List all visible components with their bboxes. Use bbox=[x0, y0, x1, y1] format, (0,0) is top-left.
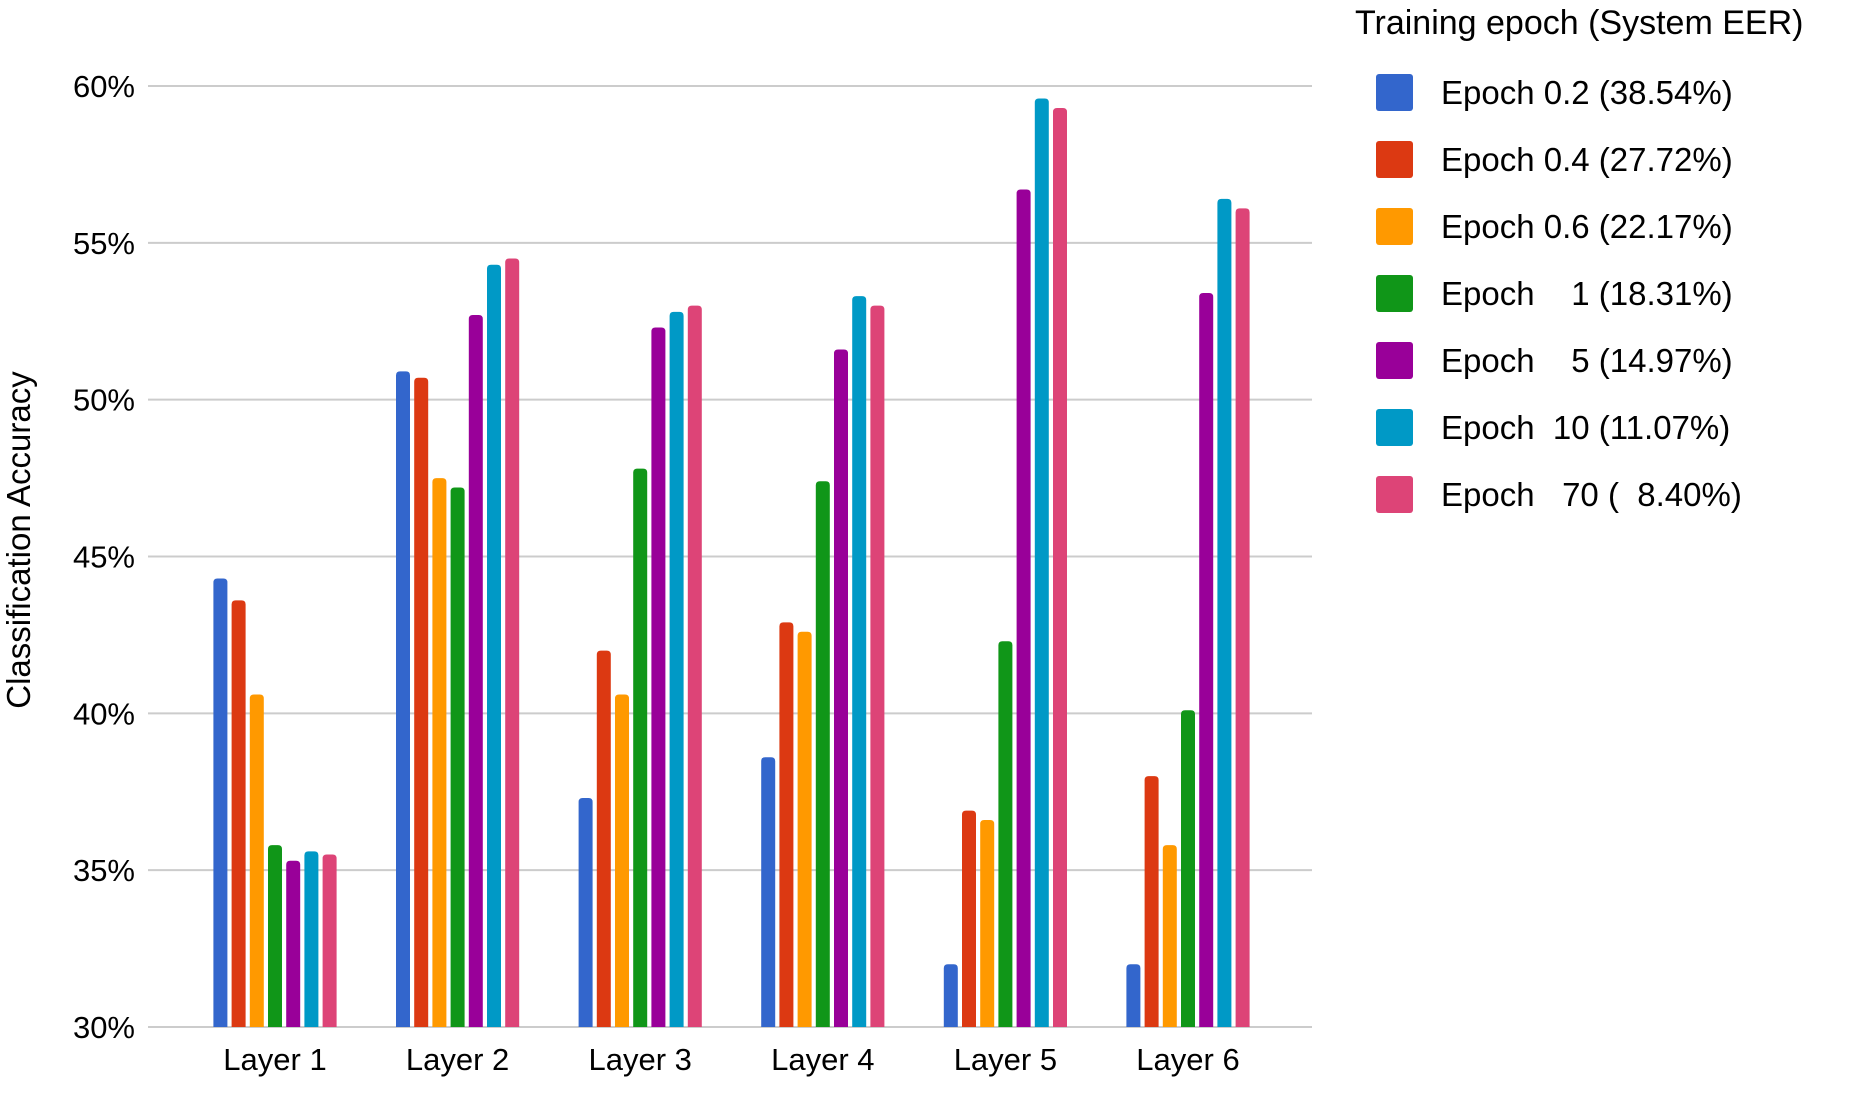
bar bbox=[761, 757, 776, 1027]
legend-swatch bbox=[1376, 208, 1413, 245]
bar bbox=[1144, 776, 1159, 1027]
bar bbox=[1162, 845, 1177, 1027]
y-axis-title: Classification Accuracy bbox=[0, 371, 37, 709]
bar bbox=[1217, 198, 1232, 1028]
bar bbox=[578, 798, 593, 1027]
legend-swatch bbox=[1376, 476, 1413, 513]
legend-item: Epoch 10 (11.07%) bbox=[1355, 394, 1850, 461]
x-axis-ticks: Layer 1 Layer 2 Layer 3 Layer 4 Layer 5 Layer… bbox=[223, 1042, 1239, 1077]
x-tick-label: Layer 4 bbox=[771, 1042, 874, 1077]
bar bbox=[1034, 98, 1049, 1027]
bar bbox=[1126, 964, 1141, 1027]
legend-swatch bbox=[1376, 409, 1413, 446]
bar bbox=[596, 650, 611, 1027]
bar bbox=[1181, 710, 1195, 1027]
y-tick-label: 55% bbox=[73, 226, 135, 261]
legend-label: Epoch 1 (18.31%) bbox=[1441, 274, 1733, 312]
legend-label: Epoch 10 (11.07%) bbox=[1441, 408, 1731, 446]
legend-item: Epoch 5 (14.97%) bbox=[1355, 327, 1850, 394]
bar bbox=[231, 600, 246, 1027]
bar bbox=[213, 578, 228, 1027]
legend-label: Epoch 0.4 (27.72%) bbox=[1441, 140, 1733, 178]
bar bbox=[1016, 189, 1031, 1027]
bar bbox=[414, 377, 429, 1028]
x-tick-label: Layer 5 bbox=[954, 1042, 1057, 1077]
y-tick-label: 35% bbox=[73, 853, 135, 888]
legend-swatch bbox=[1376, 141, 1413, 178]
legend-swatch bbox=[1376, 74, 1413, 111]
bar bbox=[687, 305, 702, 1028]
bar bbox=[943, 964, 958, 1027]
legend-item: Epoch 70 ( 8.40%) bbox=[1355, 461, 1850, 528]
y-tick-label: 45% bbox=[73, 540, 135, 575]
bar bbox=[834, 349, 848, 1028]
y-axis-ticks: 30% 35% 40% 45% 50% 55% 60% bbox=[73, 69, 135, 1045]
bar bbox=[980, 819, 995, 1027]
x-tick-label: Layer 2 bbox=[406, 1042, 509, 1077]
bar bbox=[304, 851, 319, 1027]
bar bbox=[615, 694, 629, 1027]
legend-item: Epoch 1 (18.31%) bbox=[1355, 260, 1850, 327]
bars bbox=[213, 98, 1250, 1028]
y-tick-label: 30% bbox=[73, 1010, 135, 1045]
bar bbox=[669, 311, 684, 1028]
legend-swatch bbox=[1376, 342, 1413, 379]
legend-title: Training epoch (System EER) bbox=[1355, 4, 1804, 42]
y-tick-label: 60% bbox=[73, 69, 135, 104]
legend-label: Epoch 0.2 (38.54%) bbox=[1441, 73, 1733, 111]
legend: Training epoch (System EER) Epoch 0.2 (3… bbox=[1355, 4, 1850, 528]
bar bbox=[651, 327, 666, 1028]
y-tick-label: 50% bbox=[73, 383, 135, 418]
x-tick-label: Layer 1 bbox=[223, 1042, 326, 1077]
bar bbox=[815, 481, 830, 1028]
bar bbox=[286, 860, 301, 1027]
bar bbox=[396, 371, 410, 1028]
bar bbox=[852, 296, 867, 1027]
legend-swatch bbox=[1376, 275, 1413, 312]
bar bbox=[505, 258, 520, 1027]
x-tick-label: Layer 3 bbox=[588, 1042, 691, 1077]
legend-item: Epoch 0.2 (38.54%) bbox=[1355, 59, 1850, 126]
bar bbox=[1199, 293, 1214, 1027]
bar bbox=[487, 264, 501, 1027]
bar bbox=[249, 694, 264, 1027]
gridlines bbox=[148, 85, 1312, 1028]
x-tick-label: Layer 6 bbox=[1136, 1042, 1239, 1077]
bar bbox=[962, 810, 976, 1027]
bar bbox=[779, 622, 794, 1027]
bar bbox=[468, 314, 483, 1027]
bar bbox=[998, 641, 1013, 1027]
bar bbox=[1053, 107, 1067, 1027]
bar bbox=[432, 478, 447, 1027]
legend-item: Epoch 0.6 (22.17%) bbox=[1355, 193, 1850, 260]
bar bbox=[268, 845, 282, 1027]
legend-label: Epoch 70 ( 8.40%) bbox=[1441, 475, 1742, 513]
legend-label: Epoch 0.6 (22.17%) bbox=[1441, 207, 1733, 245]
bar bbox=[322, 854, 337, 1027]
bar bbox=[1235, 208, 1250, 1027]
bar bbox=[450, 487, 465, 1027]
bar bbox=[797, 631, 812, 1027]
bar bbox=[870, 305, 885, 1028]
bar bbox=[633, 468, 648, 1027]
legend-item: Epoch 0.4 (27.72%) bbox=[1355, 126, 1850, 193]
legend-label: Epoch 5 (14.97%) bbox=[1441, 341, 1733, 379]
bar-chart: 30%35%40%45%50%55%60% Layer 1 Layer 2 Laye… bbox=[0, 69, 1312, 1077]
legend-items: Epoch 0.2 (38.54%) Epoch 0.4 (27.72%) Epoc… bbox=[1355, 59, 1850, 528]
y-tick-label: 40% bbox=[73, 696, 135, 731]
